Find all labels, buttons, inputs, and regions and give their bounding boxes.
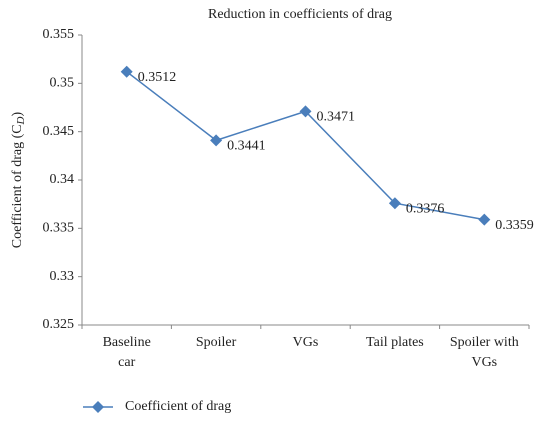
y-tick-label: 0.345 [43,124,75,139]
y-tick-label: 0.335 [43,221,75,236]
y-tick-label: 0.325 [43,317,75,332]
y-axis-label: Coefficient of drag (CD) [10,111,26,248]
x-tick-label: Spoiler with [450,335,519,350]
data-label: 0.3441 [227,139,266,154]
data-label: 0.3376 [406,201,445,216]
x-tick-label: Tail plates [366,335,424,350]
x-tick-label: Spoiler [196,335,237,350]
y-tick-label: 0.35 [50,76,75,91]
marker [478,213,491,226]
legend-label: Coefficient of drag [125,399,231,414]
y-tick-label: 0.355 [43,27,75,42]
y-label-sub: D [15,116,27,125]
x-tick-label: car [118,355,135,370]
marker [120,65,133,78]
chart-title: Reduction in coefficients of drag [208,7,392,22]
marker [210,134,223,147]
line [126,71,485,221]
legend-marker [92,401,104,413]
data-label: 0.3512 [138,70,177,85]
x-tick-label: VGs [471,355,497,370]
marker [388,197,401,210]
x-tick-label: VGs [293,335,319,350]
y-tick-label: 0.34 [50,172,75,187]
y-tick-label: 0.33 [50,269,75,284]
y-label-end: ) [10,111,25,116]
data-label: 0.3359 [495,218,534,233]
marker [299,105,312,118]
x-tick-label: Baseline [103,335,151,350]
y-label-text: Coefficient of drag (C [10,124,25,248]
data-label: 0.3471 [317,110,356,125]
